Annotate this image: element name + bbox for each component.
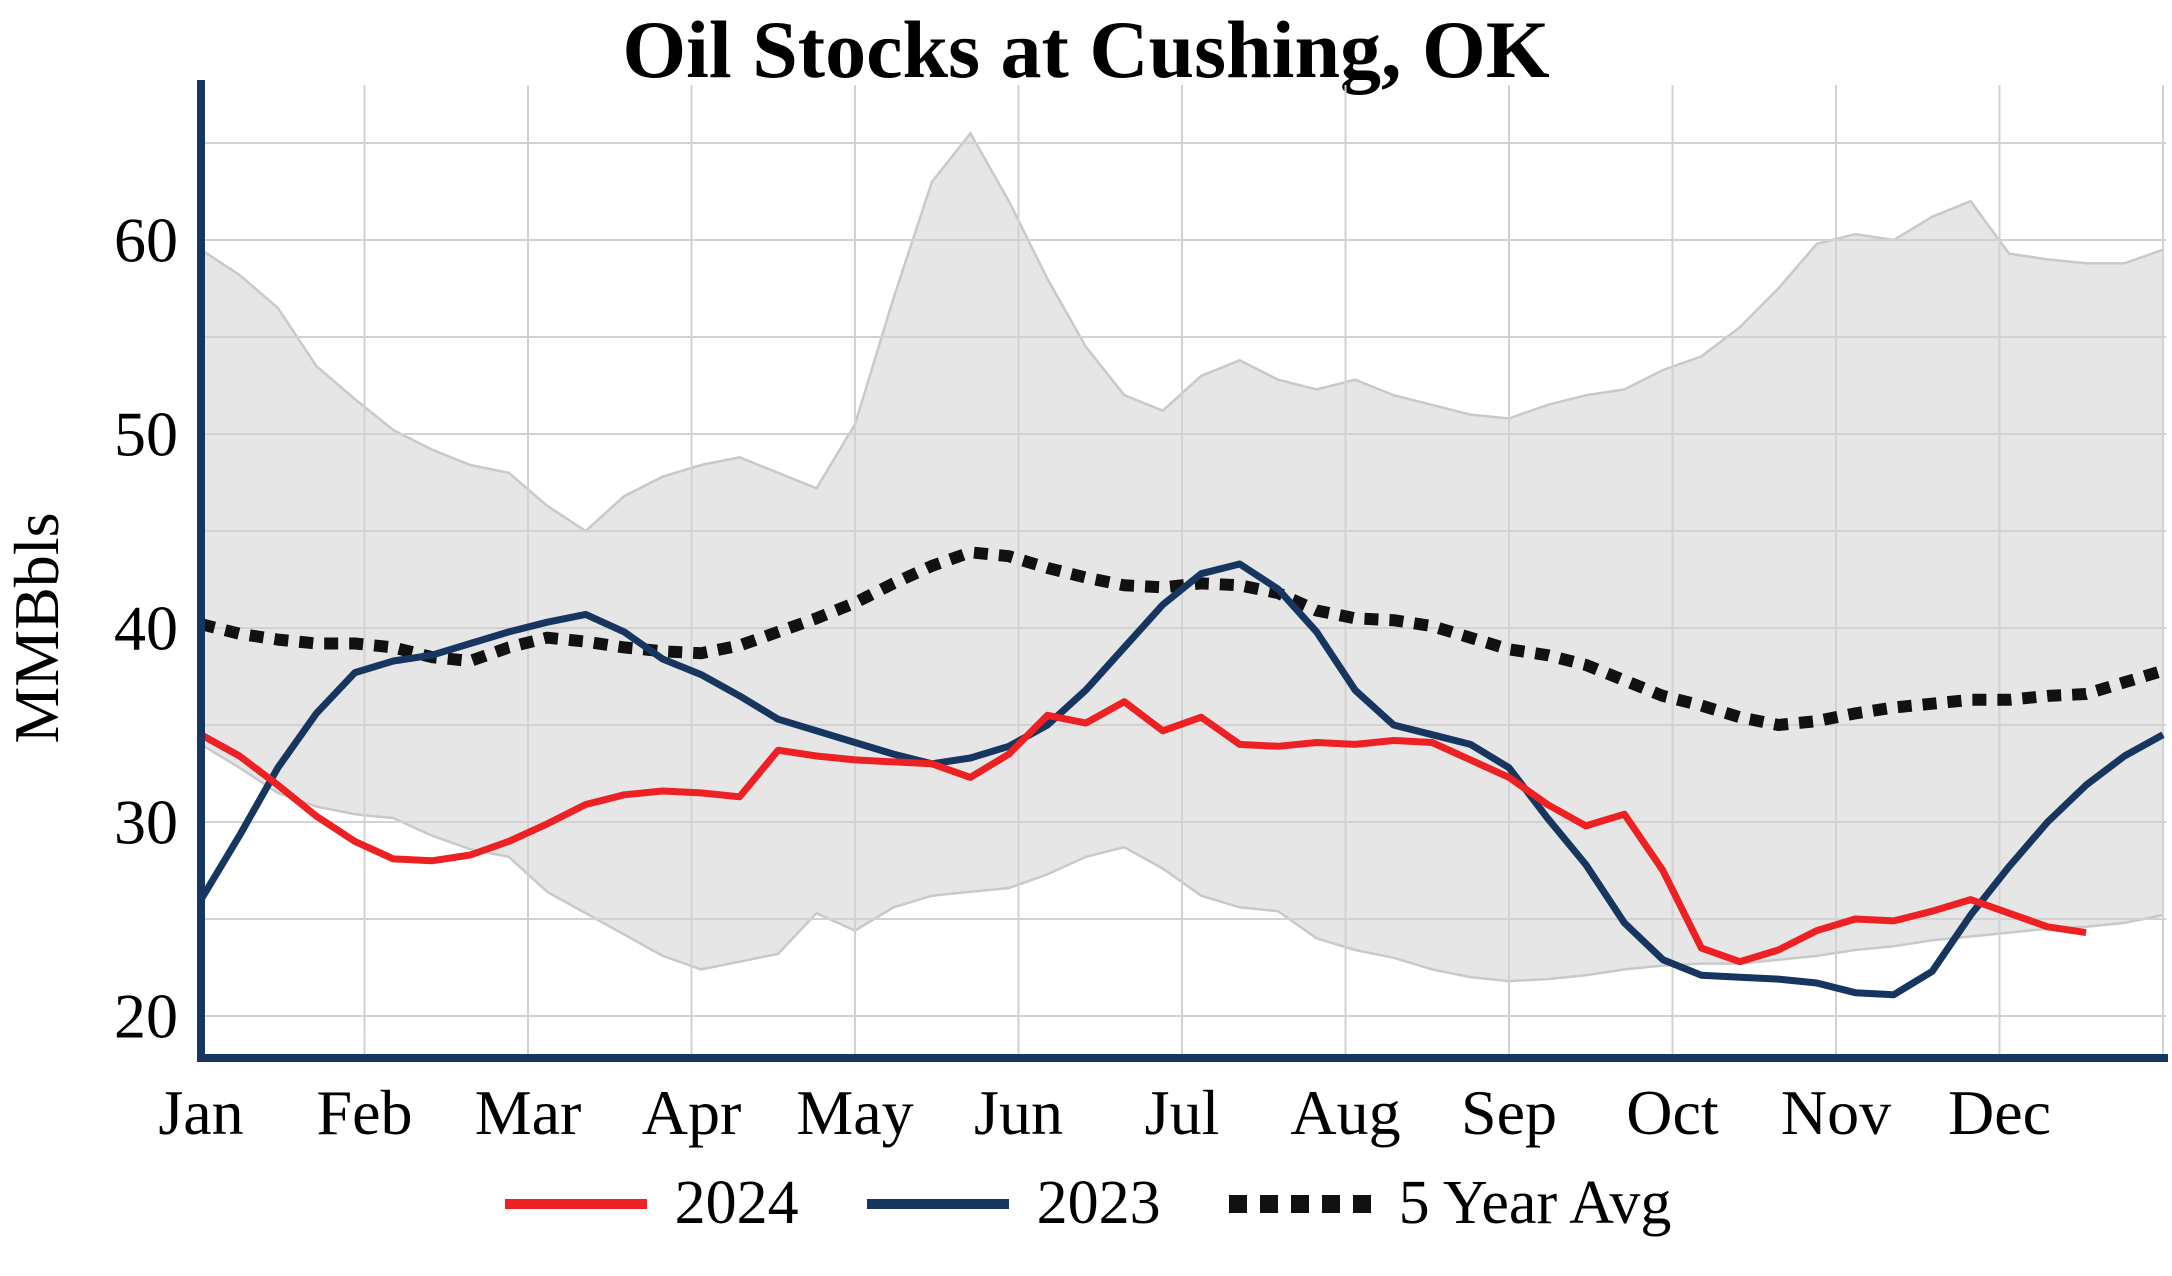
x-tick-label: Aug <box>1290 1077 1400 1148</box>
legend-line-swatch-icon <box>866 1198 1009 1209</box>
x-tick-label: Jan <box>158 1077 243 1148</box>
y-tick-label: 30 <box>114 787 178 858</box>
x-tick-label: Jul <box>1145 1077 1220 1148</box>
legend-line-swatch-icon <box>504 1198 647 1209</box>
series-line-2024 <box>199 698 2087 966</box>
y-tick-label: 50 <box>114 399 178 470</box>
chart-legend: 2024 2023 5 Year Avg <box>0 1168 2172 1239</box>
x-tick-label: Oct <box>1626 1077 1719 1148</box>
legend-line-swatch-icon <box>1228 1194 1371 1213</box>
legend-item-2023: 2023 <box>863 1168 1161 1239</box>
y-tick-label: 40 <box>114 593 178 664</box>
axes <box>197 80 2168 1062</box>
y-tick-label: 60 <box>114 205 178 276</box>
chart-title: Oil Stocks at Cushing, OK <box>622 4 1550 95</box>
x-tick-label: Nov <box>1781 1077 1891 1148</box>
series-line-2023 <box>198 560 2165 999</box>
series-lines <box>198 546 2165 999</box>
legend-label: 5 Year Avg <box>1398 1169 1672 1237</box>
y-tick-label: 20 <box>114 981 178 1052</box>
x-tick-label: Feb <box>317 1077 413 1148</box>
legend-label: 2024 <box>674 1169 799 1237</box>
legend-item-2024: 2024 <box>501 1168 799 1239</box>
x-tick-label: May <box>796 1077 913 1148</box>
y-tick-labels: 20 30 40 50 60 <box>114 205 178 1052</box>
x-tick-label: Mar <box>475 1077 582 1148</box>
x-tick-label: Apr <box>642 1077 742 1148</box>
x-tick-label: Jun <box>974 1077 1063 1148</box>
x-tick-label: Sep <box>1461 1077 1557 1148</box>
x-tick-label: Dec <box>1948 1077 2051 1148</box>
legend-label: 2023 <box>1036 1169 1161 1237</box>
x-tick-labels: Jan Feb Mar Apr May Jun Jul Aug Sep Oct Nov Dec <box>158 1077 2051 1148</box>
y-axis-label: MMBbls <box>1 512 72 743</box>
legend-item-5-year-avg: 5 Year Avg <box>1225 1168 1672 1239</box>
